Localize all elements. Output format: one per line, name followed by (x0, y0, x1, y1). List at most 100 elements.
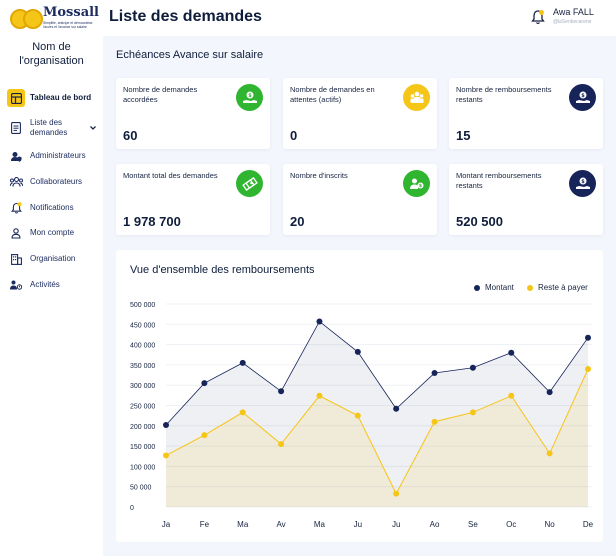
data-point-0 (393, 405, 400, 412)
money-stack-icon (236, 170, 263, 197)
svg-text:$: $ (418, 183, 421, 189)
card-value: 20 (290, 214, 305, 229)
user-name[interactable]: Awa FALL (553, 7, 594, 17)
sidebar-item-label: Notifications (30, 203, 74, 212)
x-tick-label: Oc (506, 520, 516, 529)
y-tick-label: 400 000 (130, 343, 155, 350)
user-icon (9, 226, 23, 240)
stat-card-montant-remboursements-restants: Montant remboursements restants 520 500 … (449, 164, 603, 235)
x-tick-label: Ao (430, 520, 440, 529)
series-area-1 (166, 368, 588, 507)
data-point-1 (393, 490, 400, 497)
team-icon (9, 175, 23, 189)
org-name-line2: l'organisation (19, 55, 84, 67)
x-tick-label: Ju (354, 520, 362, 529)
y-tick-label: 250 000 (130, 404, 155, 411)
data-point-0 (431, 370, 438, 377)
organisation-name: Nom de l'organisation (0, 40, 103, 68)
data-point-1 (278, 441, 285, 448)
card-label: Nombre de demandes accordées (123, 85, 198, 104)
card-value: 0 (290, 128, 298, 143)
data-point-0 (546, 389, 553, 396)
y-tick-label: 500 000 (130, 302, 155, 309)
stat-card-demandes-en-attente: Nombre de demandes en attentes (actifs) … (283, 78, 437, 149)
x-tick-label: De (583, 520, 594, 529)
remboursements-chart-card: Vue d'ensemble des remboursements Montan… (116, 250, 603, 542)
card-label: Nombre de remboursements restants (456, 85, 552, 104)
x-tick-label: Av (276, 520, 285, 529)
logo-name: Mossall (43, 5, 99, 20)
user-coin-icon: $ (403, 170, 430, 197)
data-point-0 (354, 348, 361, 355)
money-hand-icon: $ (569, 84, 596, 111)
line-chart: 0 50 000 100 000 150 000 200 000 250 000 300 0… (130, 302, 594, 529)
y-tick-label: 450 000 (130, 322, 155, 329)
money-hand-icon: $ (236, 84, 263, 111)
x-tick-label: Ma (237, 520, 249, 529)
sidebar-item-mon-compte[interactable]: Mon compte (0, 222, 103, 244)
x-tick-label: Ja (162, 520, 171, 529)
page-title: Liste des demandes (109, 8, 262, 25)
chevron-down-icon[interactable] (89, 124, 97, 132)
x-tick-label: Ma (314, 520, 326, 529)
data-point-1 (469, 409, 476, 416)
card-value: 520 500 (456, 214, 503, 229)
data-point-0 (316, 318, 323, 325)
svg-text:$: $ (581, 93, 585, 99)
svg-text:$: $ (248, 93, 252, 99)
legend-label: Montant (485, 283, 514, 292)
legend-item-reste-a-payer[interactable]: Reste à payer (527, 283, 588, 292)
sidebar-item-tableau-de-bord[interactable]: Tableau de bord (0, 87, 103, 109)
sidebar-item-label: Liste des demandes (30, 118, 68, 137)
x-tick-label: Ju (392, 520, 400, 529)
x-tick-label: Se (468, 520, 478, 529)
document-icon (9, 121, 23, 135)
data-point-1 (201, 432, 208, 439)
dashboard-icon (7, 89, 25, 107)
series-area-0 (166, 321, 588, 507)
activity-icon (9, 278, 23, 292)
y-tick-label: 0 (130, 505, 134, 512)
user-handle: @laSenkecarene (553, 19, 592, 25)
data-point-1 (239, 409, 246, 416)
data-point-0 (278, 388, 285, 395)
y-tick-label: 50 000 (130, 485, 152, 492)
coins-logo-icon (10, 9, 46, 31)
mossall-logo[interactable]: Mossall Simplifie, anticipe et démocrati… (10, 5, 99, 33)
card-label: Nombre de demandes en attentes (actifs) (290, 85, 375, 104)
series-line-1 (165, 368, 589, 495)
sidebar-item-liste-des-demandes[interactable]: Liste des demandes (0, 116, 103, 140)
money-hand-icon: $ (569, 170, 596, 197)
sidebar-item-label: Tableau de bord (30, 93, 92, 102)
sidebar-item-label: Collaborateurs (30, 177, 83, 186)
data-point-0 (201, 380, 208, 387)
sidebar-item-notifications[interactable]: Notifications (0, 197, 103, 219)
section-title: Echéances Avance sur salaire (116, 49, 264, 61)
stat-card-demandes-accordees: Nombre de demandes accordées 60 $ (116, 78, 270, 149)
top-header: Mossall Simplifie, anticipe et démocrati… (0, 0, 616, 36)
sidebar-item-activites[interactable]: Activités (0, 274, 103, 296)
org-name-line1: Nom de (32, 41, 71, 53)
legend-item-montant[interactable]: Montant (474, 283, 514, 292)
legend-marker (474, 284, 480, 291)
data-point-1 (585, 365, 591, 372)
sidebar-item-label: Activités (30, 280, 60, 289)
stat-card-montant-total: Montant total des demandes 1 978 700 (116, 164, 270, 235)
y-tick-label: 100 000 (130, 464, 155, 471)
data-point-0 (585, 334, 591, 341)
card-label: Montant total des demandes (123, 171, 218, 180)
bell-icon (9, 201, 23, 215)
card-label: Nombre d'inscrits (290, 171, 348, 180)
data-point-0 (239, 359, 246, 366)
sidebar-item-organisation[interactable]: Organisation (0, 248, 103, 270)
sidebar-item-administrateurs[interactable]: Administrateurs (0, 145, 103, 167)
legend-marker (527, 284, 533, 291)
logo-tagline: Simplifie, anticipe et démocratise l'acc… (43, 21, 93, 29)
chart-title: Vue d'ensemble des remboursements (130, 264, 315, 276)
x-tick-label: No (545, 520, 556, 529)
admin-shield-icon (9, 149, 23, 163)
sidebar-item-collaborateurs[interactable]: Collaborateurs (0, 171, 103, 193)
notification-bell-icon[interactable] (531, 9, 545, 25)
card-value: 60 (123, 128, 138, 143)
stat-card-inscrits: Nombre d'inscrits 20 $ (283, 164, 437, 235)
